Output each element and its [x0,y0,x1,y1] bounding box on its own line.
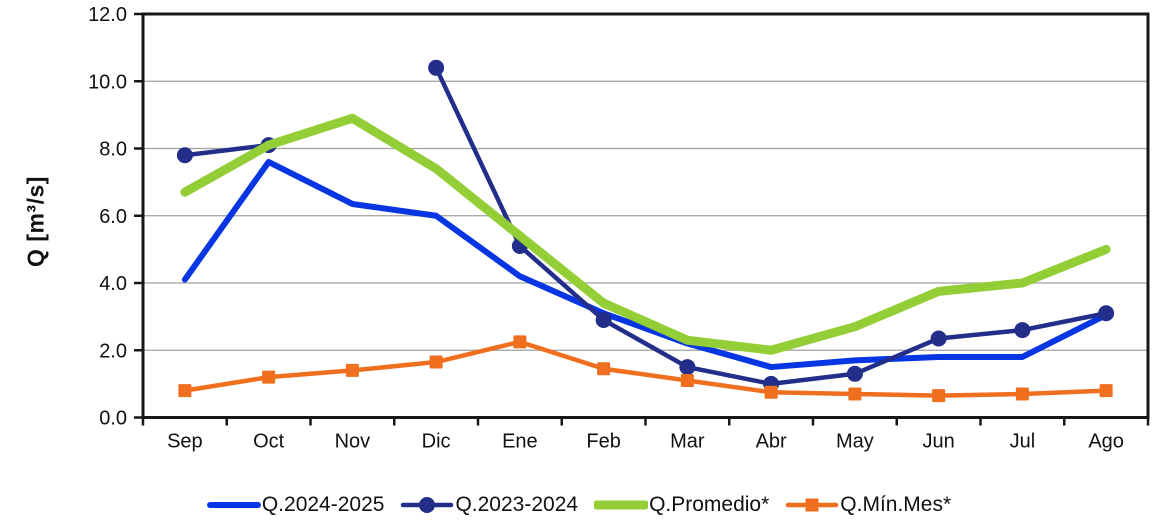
plot-border [141,12,1150,419]
legend-swatch-Q.Promedio* [594,500,649,510]
legend-label-Q.2023-2024: Q.2023-2024 [455,493,579,516]
legend-label-Q.Promedio*: Q.Promedio* [649,493,770,516]
y-tick-label: 2.0 [99,340,127,362]
y-tick-label: 12.0 [88,4,127,26]
x-tick-label: Dic [422,431,451,453]
legend-swatch-Q.2023-2024 [401,497,454,513]
marker-circle-Q.2023-2024 [428,59,445,76]
legend-item-Q.2024-2025: Q.2024-2025 [206,493,385,517]
y-tick-label: 10.0 [88,71,127,93]
series-line-Q.Promedio* [180,113,1111,355]
x-tick-label: Ago [1088,431,1124,453]
series-line-Q.2023-2024 [182,142,271,158]
legend-label-Q.Mín.Mes*: Q.Mín.Mes* [840,493,952,516]
y-tick-label: 6.0 [99,206,127,228]
x-tick-label: Jun [923,431,955,453]
legend-item-Q.2023-2024: Q.2023-2024 [400,493,578,517]
x-tick-label: Feb [586,431,620,453]
series-line-Q.Mín.Mes* [182,339,1109,398]
marker-circle-Q.2023-2024 [930,330,947,347]
marker-circle-Q.2023-2024 [679,359,696,376]
marker-square-Q.Mín.Mes* [680,374,694,388]
legend-label-Q.2024-2025: Q.2024-2025 [261,493,385,516]
marker-square-Q.Mín.Mes* [932,389,946,403]
marker-circle-Q.2023-2024 [595,311,612,328]
marker-square-Q.Mín.Mes* [764,385,778,399]
x-tick-label: May [836,431,874,453]
marker-circle-Q.2023-2024 [846,365,863,382]
legend-item-Q.Mín.Mes*: Q.Mín.Mes* [785,493,951,517]
marker-square-Q.Mín.Mes* [513,335,527,349]
marker-circle-Q.2023-2024 [176,147,193,164]
legend-item-Q.Promedio*: Q.Promedio* [594,493,769,517]
marker-square-Q.Mín.Mes* [1015,387,1029,401]
x-tick-label: Mar [670,431,705,453]
chart-legend: Q.2024-2025 Q.2023-2024 Q.Promedio* Q.Mín.M… [0,493,1158,517]
y-tick-label: 4.0 [99,273,127,295]
marker-circle-Q.2023-2024 [1014,322,1031,339]
marker-square-Q.Mín.Mes* [429,355,443,369]
legend-swatch-Q.Mín.Mes* [786,498,839,512]
x-tick-label: Ene [502,431,538,453]
marker-square-Q.Mín.Mes* [345,363,359,377]
y-tick-label: 0.0 [99,408,127,430]
x-tick-label: Sep [167,431,203,453]
series-line-Q.2023-2024 [433,65,1109,387]
x-tick-label: Jul [1010,431,1036,453]
marker-square-Q.Mín.Mes* [178,384,192,398]
y-tick-label: 8.0 [99,139,127,161]
marker-square-Q.Mín.Mes* [597,362,611,376]
marker-square-Q.Mín.Mes* [1099,384,1113,398]
marker-square-Q.Mín.Mes* [262,370,276,384]
series-line-Q.2024-2025 [181,158,1110,371]
marker-circle-Q.2023-2024 [1098,305,1115,322]
marker-square-Q.Mín.Mes* [848,387,862,401]
x-tick-label: Oct [253,431,285,453]
legend-swatch-Q.2024-2025 [206,502,261,508]
x-tick-label: Abr [756,431,787,453]
x-tick-label: Nov [335,431,371,453]
